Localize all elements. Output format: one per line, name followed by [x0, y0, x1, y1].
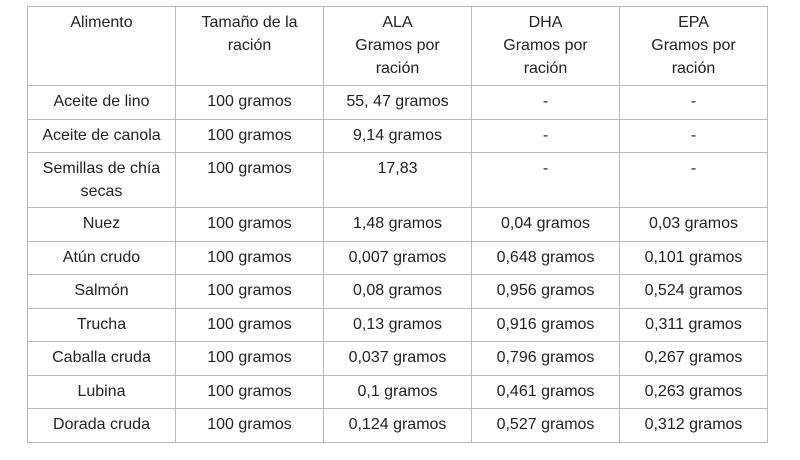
header-text: DHA: [528, 14, 563, 31]
cell-dha: 0,796 gramos: [471, 341, 620, 376]
cell-food: Dorada cruda: [27, 408, 176, 443]
omega3-table: Alimento Tamaño de la ración ALA Gramos por r…: [27, 6, 768, 443]
cell-food: Aceite de canola: [27, 118, 176, 153]
food-name: Dorada cruda: [53, 416, 150, 433]
cell-epa: -: [619, 118, 768, 153]
cell-ala: 0,124 gramos: [323, 408, 472, 443]
header-ala: ALA Gramos por ración: [323, 6, 472, 86]
header-text: ración: [523, 60, 568, 77]
header-dha: DHA Gramos por ración: [471, 6, 620, 86]
cell-serving: 100 gramos: [175, 207, 324, 242]
cell-ala: 9,14 gramos: [323, 118, 472, 153]
cell-epa: 0,267 gramos: [619, 341, 768, 376]
header-text: ración: [375, 60, 420, 77]
cell-ala: 1,48 gramos: [323, 207, 472, 242]
cell-food: Lubina: [27, 374, 176, 409]
cell-serving: 100 gramos: [175, 307, 324, 342]
food-name: Lubina: [77, 382, 126, 400]
cell-serving: 100 gramos: [175, 152, 324, 208]
cell-dha: -: [471, 85, 620, 120]
food-name: Trucha: [76, 315, 127, 333]
cell-epa: 0,263 gramos: [619, 374, 768, 409]
cell-dha: 0,461 gramos: [471, 374, 620, 409]
header-text: ración: [227, 37, 272, 54]
header-text: Alimento: [70, 14, 133, 31]
cell-dha: -: [471, 118, 620, 153]
food-name: Aceite de lino: [53, 93, 150, 110]
cell-serving: 100 gramos: [175, 85, 324, 120]
cell-epa: 0,03 gramos: [619, 207, 768, 242]
food-name: Caballa cruda: [52, 349, 151, 366]
cell-epa: -: [619, 85, 768, 120]
table-row: Caballa cruda 100 gramos 0,037 gramos 0,796…: [27, 341, 768, 376]
cell-serving: 100 gramos: [175, 118, 324, 153]
cell-food: Nuez: [27, 207, 176, 242]
cell-ala: 0,1 gramos: [323, 374, 472, 409]
cell-dha: 0,916 gramos: [471, 307, 620, 342]
cell-dha: 0,04 gramos: [471, 207, 620, 242]
food-name: Salmón: [74, 282, 129, 299]
table-row: Semillas de chía secas 100 gramos 17,83- -: [27, 152, 768, 208]
table-row: Aceite de lino 100 gramos 55, 47 gramos - -: [27, 85, 768, 120]
cell-food: Caballa cruda: [27, 341, 176, 376]
cell-ala: 0,037 gramos: [323, 341, 472, 376]
cell-ala: 0,08 gramos: [323, 274, 472, 309]
table-row: Nuez 100 gramos 1,48 gramos 0,04 gramos 0,03…: [27, 207, 768, 242]
food-name: Aceite de canola: [42, 126, 161, 144]
cell-epa: 0,524 gramos: [619, 274, 768, 309]
cell-serving: 100 gramos: [175, 240, 324, 275]
food-name: secas: [80, 183, 123, 200]
header-text: ración: [671, 60, 716, 77]
table-row: Aceite de canola 100 gramos 9,14 gramos - -: [27, 118, 768, 153]
header-text: ALA: [382, 14, 413, 31]
table-row: Atún crudo 100 gramos 0,007 gramos 0,648 gr…: [27, 240, 768, 275]
food-name: Nuez: [82, 215, 121, 232]
cell-food: Trucha: [27, 307, 176, 342]
header-epa: EPA Gramos por ración: [619, 6, 768, 86]
food-name: Semillas de chía: [42, 160, 161, 177]
cell-food: Atún crudo: [27, 240, 176, 275]
cell-dha: 0,648 gramos: [471, 240, 620, 275]
header-text: Gramos por: [355, 37, 440, 54]
cell-epa: 0,101 gramos: [619, 240, 768, 275]
cell-ala: 17,83: [323, 152, 472, 208]
table-row: Trucha 100 gramos 0,13 gramos 0,916 gramos 0…: [27, 307, 768, 342]
food-name: Atún crudo: [62, 248, 141, 266]
header-text: Gramos por: [503, 37, 588, 54]
cell-dha: -: [471, 152, 620, 208]
header-text: EPA: [678, 14, 709, 31]
header-tamano: Tamaño de la ración: [175, 6, 324, 86]
header-text: Gramos por: [651, 37, 736, 54]
cell-food: Semillas de chía secas: [27, 152, 176, 208]
cell-serving: 100 gramos: [175, 274, 324, 309]
table-row: Salmón 100 gramos 0,08 gramos 0,956 gramos 0…: [27, 274, 768, 309]
table-row: Dorada cruda 100 gramos 0,124 gramos 0,527 …: [27, 408, 768, 443]
header-alimento: Alimento: [27, 6, 176, 86]
cell-ala: 55, 47 gramos: [323, 85, 472, 120]
cell-serving: 100 gramos: [175, 341, 324, 376]
cell-food: Aceite de lino: [27, 85, 176, 120]
table-row: Lubina 100 gramos 0,1 gramos 0,461 gramos 0,…: [27, 374, 768, 409]
cell-dha: 0,527 gramos: [471, 408, 620, 443]
cell-serving: 100 gramos: [175, 408, 324, 443]
cell-food: Salmón: [27, 274, 176, 309]
cell-dha: 0,956 gramos: [471, 274, 620, 309]
cell-serving: 100 gramos: [175, 374, 324, 409]
cell-epa: 0,312 gramos: [619, 408, 768, 443]
cell-epa: -: [619, 152, 768, 208]
cell-epa: 0,311 gramos: [619, 307, 768, 342]
header-row: Alimento Tamaño de la ración ALA Gramos por r…: [27, 6, 768, 86]
cell-ala: 0,13 gramos: [323, 307, 472, 342]
cell-ala: 0,007 gramos: [323, 240, 472, 275]
header-text: Tamaño de la: [201, 14, 298, 31]
